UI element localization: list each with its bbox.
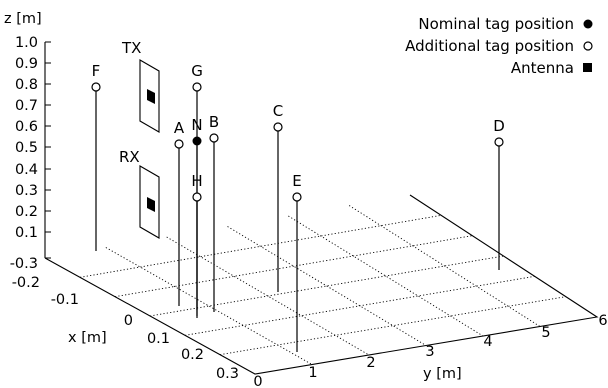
grid-line [184,275,535,336]
x-tick-label: 0.2 [181,347,204,363]
tag-label-n: N [191,116,202,134]
grid-line [288,215,484,337]
grid-line [114,235,473,298]
y-axis-title: y [m] [423,366,462,382]
tag-label-h: H [191,172,202,190]
floor-border [44,194,599,375]
z-tick-label: 0.3 [15,183,38,199]
legend-additional-marker [583,41,593,51]
z-tick-label: 0.9 [15,56,38,72]
legend-additional-label: Additional tag position [405,37,574,55]
y-tick-label: 0 [253,374,262,388]
z-tick-label: 0.1 [15,225,38,241]
antenna-tx-marker [147,89,155,104]
tag-marker-f [91,82,101,92]
tag-label-c: C [273,102,283,120]
grid-line [105,247,313,365]
z-tick-labels: 1.0 0.9 0.8 0.7 0.6 0.5 0.4 0.3 0.2 0.1 … [10,35,38,272]
z-tick-label: 0.8 [15,77,38,93]
antenna-rx-label: RX [119,148,140,166]
tag-marker-h [192,192,202,202]
antenna-tx-label: TX [121,39,141,57]
x-axis-title: x [m] [68,330,107,346]
antenna-tx [139,59,160,133]
z-tick-label: 0.4 [15,162,38,178]
grid-line [348,205,541,327]
tag-marker-g [192,82,202,92]
tag-marker-e [292,192,302,202]
z-tick-marks [45,41,51,259]
tag-label-e: E [292,172,301,190]
tag-marker-c [273,122,283,132]
z-tick-label: 0.2 [15,204,38,220]
x-tick-label: 0 [124,313,133,329]
legend-nominal-label: Nominal tag position [418,15,574,33]
y-tick-label: 2 [366,355,375,371]
legend: Nominal tag position Additional tag posi… [405,15,593,77]
y-tick-label: 6 [598,313,607,329]
z-tick-label: 0.7 [15,98,38,114]
y-tick-label: 5 [541,325,550,341]
z-tick-label: 0.6 [15,119,38,135]
z-tick-label: 0.5 [15,140,38,156]
tag-label-f: F [92,62,101,80]
antenna-rx [139,165,160,239]
tag-marker-b [209,133,219,143]
x-tick-labels: -0.2 -0.1 0 0.1 0.2 0.3 [12,275,239,382]
tag-label-d: D [493,117,505,135]
floor-grid [79,205,566,365]
x-tick-label: -0.2 [12,275,40,291]
tag-marker-n [192,136,202,146]
grid-line [227,226,427,346]
tag-label-g: G [191,62,203,80]
tag-marker-a [174,139,184,149]
legend-nominal-marker [583,19,593,29]
y-tick-label: 4 [483,334,492,350]
x-tick-label: 0.1 [147,331,170,347]
z-tick-label: -0.3 [10,256,38,272]
x-tick-label: 0.3 [216,366,239,382]
grid-line [219,296,566,356]
legend-antenna-label: Antenna [511,59,574,77]
z-tick-label: 1.0 [15,35,38,51]
tag-label-b: B [209,113,219,131]
z-axis-title: z [m] [4,11,42,27]
tag-points: F G A N B H C E D [91,62,505,352]
y-tick-label: 1 [308,365,317,381]
x-tick-label: -0.1 [51,292,79,308]
tag-marker-d [494,137,504,147]
antenna-rx-marker [147,197,155,212]
legend-antenna-marker [583,63,592,72]
y-tick-label: 3 [425,344,434,360]
y-tick-labels: 0 1 2 3 4 5 6 [253,313,607,388]
tag-label-a: A [174,119,185,137]
